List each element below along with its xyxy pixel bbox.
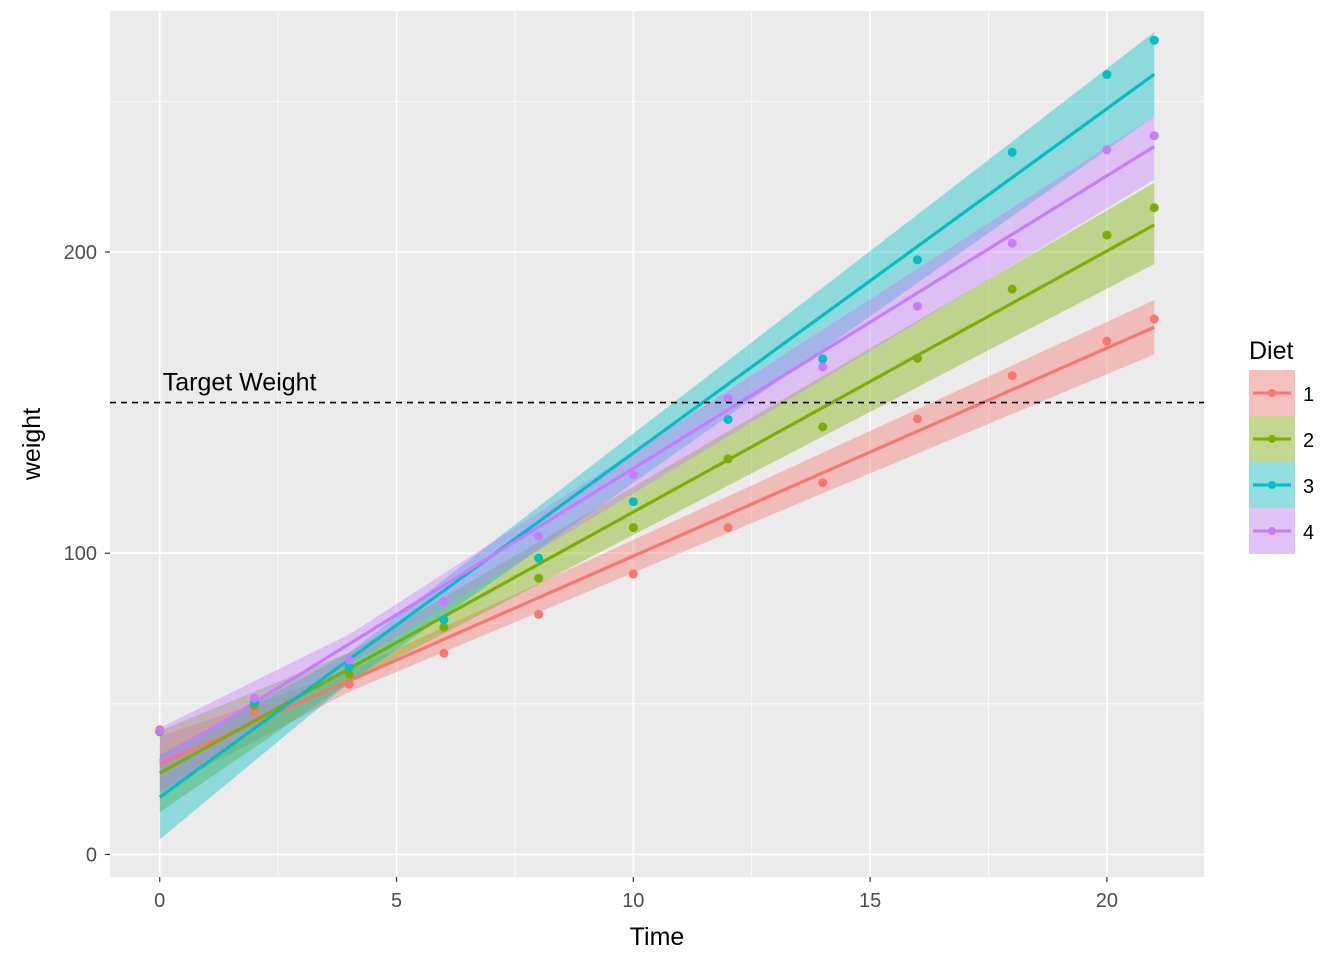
data-point-diet-4 <box>155 726 165 736</box>
data-point-diet-3 <box>1007 147 1017 157</box>
legend-label-diet-4: 4 <box>1303 522 1314 544</box>
legend: Diet 1 2 3 4 <box>1249 337 1314 554</box>
data-point-diet-2 <box>723 454 733 464</box>
grid-major <box>110 11 1204 877</box>
data-point-diet-3 <box>439 615 449 625</box>
data-point-diet-4 <box>249 693 259 703</box>
data-point-diet-4 <box>723 393 733 403</box>
data-point-diet-2 <box>912 353 922 363</box>
data-point-diet-2 <box>534 573 544 583</box>
fit-line-diet-1 <box>159 325 1155 766</box>
y-tick-label: 100 <box>64 543 97 565</box>
data-point-diet-3 <box>912 255 922 265</box>
data-point-diet-4 <box>1149 131 1159 141</box>
data-point-diet-1 <box>1149 314 1159 324</box>
panel-background <box>110 11 1204 877</box>
data-point-diet-2 <box>1007 284 1017 294</box>
data-point-diet-4 <box>1102 145 1112 155</box>
x-tick-label: 20 <box>1096 890 1118 912</box>
data-point-diet-1 <box>1007 371 1017 381</box>
y-axis-title: weight <box>18 408 46 481</box>
legend-key-point <box>1268 389 1276 397</box>
x-tick-label: 0 <box>154 890 165 912</box>
data-point-diet-1 <box>723 523 733 533</box>
data-point-diet-4 <box>628 470 638 480</box>
y-tick-label: 0 <box>86 844 97 866</box>
fit-line-diet-4 <box>158 145 1156 763</box>
x-tick-label: 10 <box>622 890 644 912</box>
data-point-diet-1 <box>439 648 449 658</box>
data-point-diet-4 <box>818 362 828 372</box>
data-point-diet-4 <box>344 655 354 665</box>
legend-label-diet-2: 2 <box>1303 430 1314 452</box>
fit-line-diet-3 <box>158 72 1156 799</box>
x-axis-title: Time <box>630 923 685 951</box>
data-point-diet-2 <box>818 422 828 432</box>
x-axis: 0 5 10 15 20 <box>154 877 1118 912</box>
data-point-diet-1 <box>818 478 828 488</box>
x-tick-label: 15 <box>859 890 881 912</box>
fit-line-diet-2 <box>158 223 1156 775</box>
legend-key-point <box>1268 481 1276 489</box>
data-point-diet-4 <box>439 597 449 607</box>
data-point-diet-1 <box>1102 336 1112 346</box>
data-point-diet-2 <box>628 523 638 533</box>
data-point-diet-1 <box>344 679 354 689</box>
data-points <box>155 35 1159 737</box>
data-point-diet-1 <box>534 609 544 619</box>
legend-title: Diet <box>1249 337 1294 365</box>
data-point-diet-4 <box>912 301 922 311</box>
data-point-diet-3 <box>1102 70 1112 80</box>
data-point-diet-2 <box>439 622 449 632</box>
data-point-diet-4 <box>534 531 544 541</box>
data-point-diet-3 <box>818 354 828 364</box>
target-weight-label: Target Weight <box>163 369 317 397</box>
y-axis: 0 100 200 <box>64 242 110 866</box>
data-point-diet-3 <box>1149 35 1159 45</box>
x-tick-label: 5 <box>391 890 402 912</box>
data-point-diet-3 <box>723 414 733 424</box>
data-point-diet-2 <box>1102 230 1112 240</box>
data-point-diet-3 <box>534 553 544 563</box>
data-point-diet-3 <box>344 662 354 672</box>
data-point-diet-2 <box>344 669 354 679</box>
data-point-diet-1 <box>249 707 259 717</box>
legend-key-point <box>1268 435 1276 443</box>
grid-minor <box>110 11 1204 877</box>
legend-label-diet-1: 1 <box>1303 384 1314 406</box>
data-point-diet-2 <box>1149 203 1159 213</box>
data-point-diet-1 <box>912 414 922 424</box>
legend-label-diet-3: 3 <box>1303 476 1314 498</box>
fit-lines <box>158 72 1156 799</box>
y-tick-label: 200 <box>64 242 97 264</box>
data-point-diet-1 <box>628 569 638 579</box>
data-point-diet-4 <box>1007 238 1017 248</box>
data-point-diet-3 <box>628 497 638 507</box>
legend-key-point <box>1268 527 1276 535</box>
